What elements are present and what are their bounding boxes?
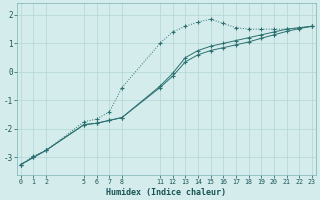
X-axis label: Humidex (Indice chaleur): Humidex (Indice chaleur) bbox=[106, 188, 226, 197]
